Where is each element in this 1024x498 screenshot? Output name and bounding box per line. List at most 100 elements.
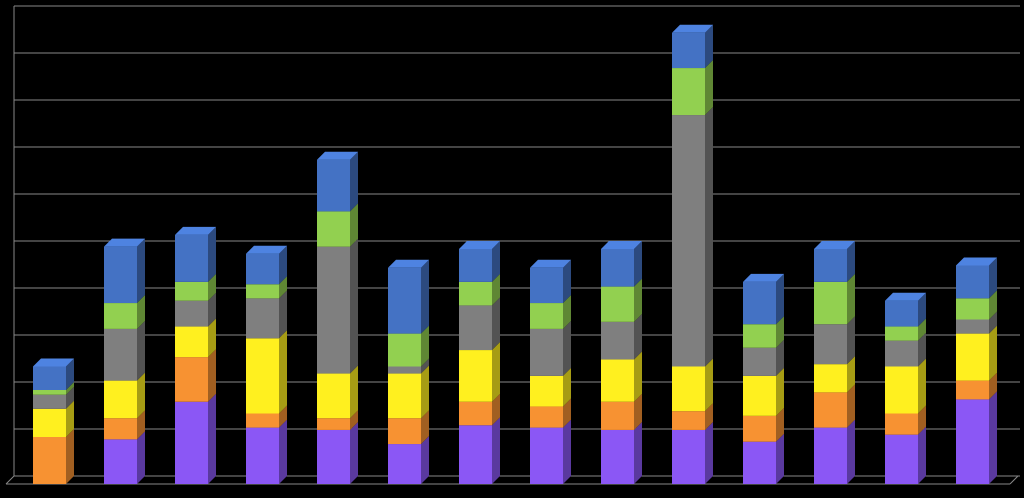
bar-segment [672,366,705,412]
bar-side [279,245,287,285]
bar-side [137,372,145,419]
bar-side [847,419,855,484]
bar-segment [672,411,705,430]
bar-segment [317,159,350,212]
bar-segment [885,300,918,327]
bar-segment [814,427,847,484]
bar-side [847,356,855,393]
bar-side [492,393,500,426]
bar-segment [104,380,137,419]
bar-segment [317,418,350,430]
bar-segment [885,366,918,414]
bar-segment [743,347,776,376]
bar-segment [175,401,208,484]
bar-side [918,426,926,484]
bar-side [776,339,784,376]
bar-segment [246,298,279,339]
bar-side [137,431,145,484]
bar-top [672,24,713,33]
bar-side [563,295,571,329]
bar-top [246,245,287,254]
bar-segment [743,441,776,484]
bar-side [137,320,145,381]
bar-side [563,320,571,376]
bar-side [776,407,784,442]
bar-segment [175,300,208,327]
bar-top [530,259,571,268]
bar-segment [388,444,421,484]
bar-segment [317,211,350,247]
bar-segment [388,333,421,367]
bar-segment [104,246,137,304]
bar-segment [175,234,208,282]
bar-side [918,358,926,414]
bar-side [918,292,926,327]
bar-side [492,417,500,484]
bar-segment [33,394,66,409]
bar-side [563,259,571,304]
bar-side [350,203,358,247]
bar-segment [175,326,208,358]
bar-top [601,241,642,249]
bar-segment [814,249,847,282]
bar-side [918,318,926,341]
bar-segment [814,364,847,393]
bar-side [350,365,358,419]
bar-segment [317,246,350,374]
bar-side [492,241,500,282]
bar-side [847,273,855,325]
bar-segment [672,68,705,116]
bar-segment [956,380,989,400]
bar-top [388,259,429,268]
bar-segment [33,437,66,484]
bar-top [33,358,74,367]
bar-segment [743,324,776,348]
bar-segment [672,115,705,367]
bar-segment [104,418,137,440]
bar-segment [672,429,705,484]
bar-top [104,238,145,247]
bar-side [279,290,287,339]
bar-top [956,257,997,266]
bar-segment [388,267,421,334]
bar-segment [743,375,776,416]
bar-segment [104,303,137,329]
bar-top [459,241,500,249]
bar-side [705,403,713,430]
bar-side [989,311,997,334]
bar-side [66,429,74,484]
bar-side [421,259,429,334]
bar-side [137,295,145,329]
bar-segment [459,249,492,282]
bar-side [563,367,571,407]
bar-side [634,278,642,322]
bar-segment [246,253,279,285]
bar-segment [885,434,918,484]
bar-top [317,151,358,160]
bar-side [350,238,358,374]
bar-side [847,316,855,365]
bar-segment [104,328,137,381]
bar-segment [885,326,918,341]
bar-segment [601,359,634,402]
bar-segment [459,305,492,351]
bar-side [847,241,855,282]
bar-segment [246,338,279,414]
bar-side [350,151,358,212]
bar-segment [459,281,492,306]
bar-side [66,400,74,437]
bar-side [634,393,642,430]
bar-side [705,358,713,412]
bar-segment [601,321,634,360]
bar-side [208,393,216,484]
bar-side [208,292,216,327]
bar-side [137,238,145,304]
bar-segment [459,425,492,484]
bar-segment [956,399,989,484]
bar-segment [530,328,563,376]
bar-side [279,405,287,428]
bar-segment [459,401,492,426]
bar-segment [175,281,208,301]
